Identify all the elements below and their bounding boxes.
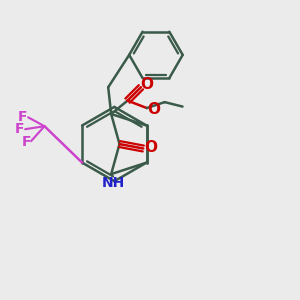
Text: O: O — [140, 77, 153, 92]
Text: F: F — [18, 110, 28, 124]
Text: O: O — [144, 140, 157, 155]
Text: F: F — [22, 135, 31, 149]
Text: F: F — [14, 122, 24, 136]
Text: NH: NH — [102, 176, 125, 190]
Text: O: O — [147, 102, 160, 117]
